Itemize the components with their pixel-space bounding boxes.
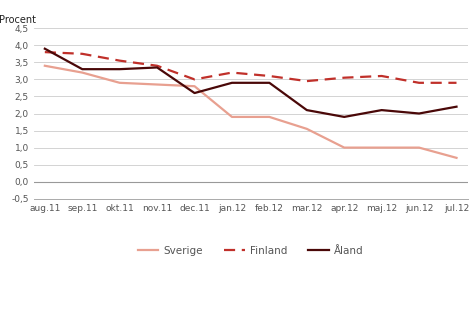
Åland <box>79 67 85 71</box>
Åland <box>192 91 198 95</box>
Finland <box>192 78 198 81</box>
Finland <box>454 81 459 85</box>
Sverige <box>304 127 310 131</box>
Åland <box>454 105 459 108</box>
Sverige <box>154 83 160 86</box>
Åland <box>266 81 272 85</box>
Sverige <box>379 146 384 149</box>
Finland <box>117 59 123 63</box>
Text: Procent: Procent <box>0 15 36 25</box>
Finland <box>154 64 160 68</box>
Åland <box>42 47 48 51</box>
Finland <box>229 71 235 74</box>
Åland <box>379 108 384 112</box>
Sverige <box>192 84 198 88</box>
Line: Finland: Finland <box>45 52 456 83</box>
Line: Sverige: Sverige <box>45 66 456 158</box>
Finland <box>304 79 310 83</box>
Finland <box>79 52 85 56</box>
Sverige <box>79 71 85 74</box>
Sverige <box>117 81 123 85</box>
Finland <box>342 76 347 80</box>
Åland <box>229 81 235 85</box>
Sverige <box>454 156 459 160</box>
Finland <box>42 50 48 54</box>
Åland <box>342 115 347 119</box>
Finland <box>266 74 272 78</box>
Åland <box>416 112 422 115</box>
Sverige <box>342 146 347 149</box>
Finland <box>416 81 422 85</box>
Line: Åland: Åland <box>45 49 456 117</box>
Legend: Sverige, Finland, Åland: Sverige, Finland, Åland <box>133 241 368 260</box>
Sverige <box>229 115 235 119</box>
Sverige <box>42 64 48 68</box>
Finland <box>379 74 384 78</box>
Åland <box>117 67 123 71</box>
Åland <box>304 108 310 112</box>
Sverige <box>416 146 422 149</box>
Åland <box>154 66 160 69</box>
Sverige <box>266 115 272 119</box>
